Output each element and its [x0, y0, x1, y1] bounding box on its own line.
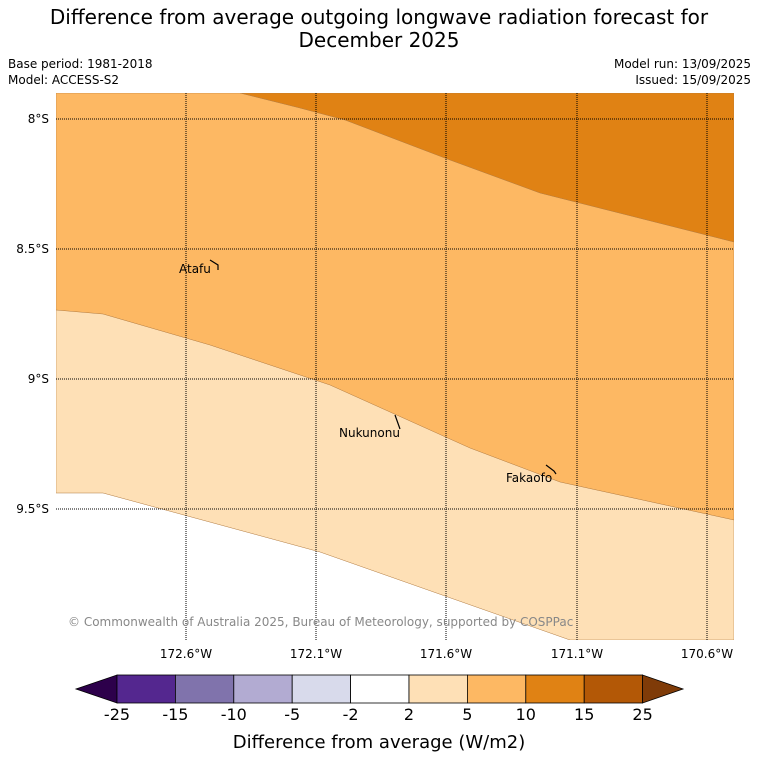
colorbar-tick-label: -25	[104, 705, 130, 724]
longitude-label: 171.6°W	[420, 647, 472, 660]
colorbar-swatch	[174, 674, 235, 704]
place-nukunonu: Nukunonu	[339, 414, 401, 440]
band-10-to-15	[239, 93, 734, 243]
base-period: Base period: 1981-2018	[8, 57, 153, 71]
colorbar-swatch	[233, 674, 293, 704]
longitude-label: 172.6°W	[160, 647, 212, 660]
issued-date: Issued: 15/09/2025	[635, 73, 751, 87]
colorbar-swatch	[525, 674, 585, 704]
longitude-label: 170.6°W	[681, 647, 733, 660]
latitude-label: 9°S	[28, 372, 49, 386]
place-label: Atafu	[179, 262, 211, 276]
colorbar-swatch	[466, 674, 527, 704]
longitude-labels: 172.6°W 172.1°W 171.6°W 171.1°W 170.6°W	[160, 647, 733, 660]
latitude-label: 8.5°S	[16, 242, 49, 256]
colorbar-swatch	[408, 674, 468, 704]
colorbar-label: Difference from average (W/m2)	[232, 732, 526, 753]
colorbar-swatch	[116, 674, 176, 704]
title-line-2: December 2025	[298, 28, 460, 52]
band-5-to-10	[56, 93, 734, 521]
colorbar-swatch	[350, 674, 410, 704]
colorbar-tick-label: 25	[632, 705, 652, 724]
colorbar-swatch	[291, 674, 352, 704]
place-label: Fakaofo	[506, 471, 552, 485]
place-label: Nukunonu	[339, 426, 400, 440]
map-title: Difference from average outgoing longwav…	[0, 6, 758, 52]
model-run: Model run: 13/09/2025	[613, 57, 751, 71]
colorbar-tick-label: -5	[284, 705, 300, 724]
place-atafu: Atafu	[179, 259, 219, 276]
model-name: Model: ACCESS-S2	[8, 73, 120, 87]
latitude-label: 9.5°S	[16, 502, 49, 516]
meta-left: Base period: 1981-2018 Model: ACCESS-S2	[8, 56, 153, 88]
colorbar-tick-label: 2	[404, 705, 414, 724]
colorbar-tick-label: -10	[221, 705, 247, 724]
title-line-1: Difference from average outgoing longwav…	[49, 5, 709, 29]
colorbar-over-arrow	[642, 674, 685, 704]
longitude-label: 171.1°W	[551, 647, 603, 660]
colorbar-under-arrow	[74, 674, 118, 704]
longitude-label: 172.1°W	[290, 647, 342, 660]
colorbar-tick-label: -15	[162, 705, 188, 724]
colorbar-tick-label: 15	[574, 705, 594, 724]
map-panel: 8°S8.5°S9°S9.5°S 172.6°W 172.1°W 171.6°W 17…	[16, 93, 734, 660]
meta-right: Model run: 13/09/2025 Issued: 15/09/2025	[614, 56, 751, 88]
copyright-notice: © Commonwealth of Australia 2025, Bureau…	[68, 615, 573, 629]
colorbar-swatch	[583, 674, 644, 704]
colorbar-tick-label: 5	[462, 705, 472, 724]
colorbar-tick-label: 10	[516, 705, 536, 724]
latitude-label: 8°S	[28, 112, 49, 126]
latitude-labels: 8°S 8.5°S 9°S 9.5°S	[16, 112, 49, 516]
colorbar-tick-label: -2	[343, 705, 359, 724]
graticule	[56, 93, 734, 640]
place-fakaofo: Fakaofo	[506, 464, 557, 485]
